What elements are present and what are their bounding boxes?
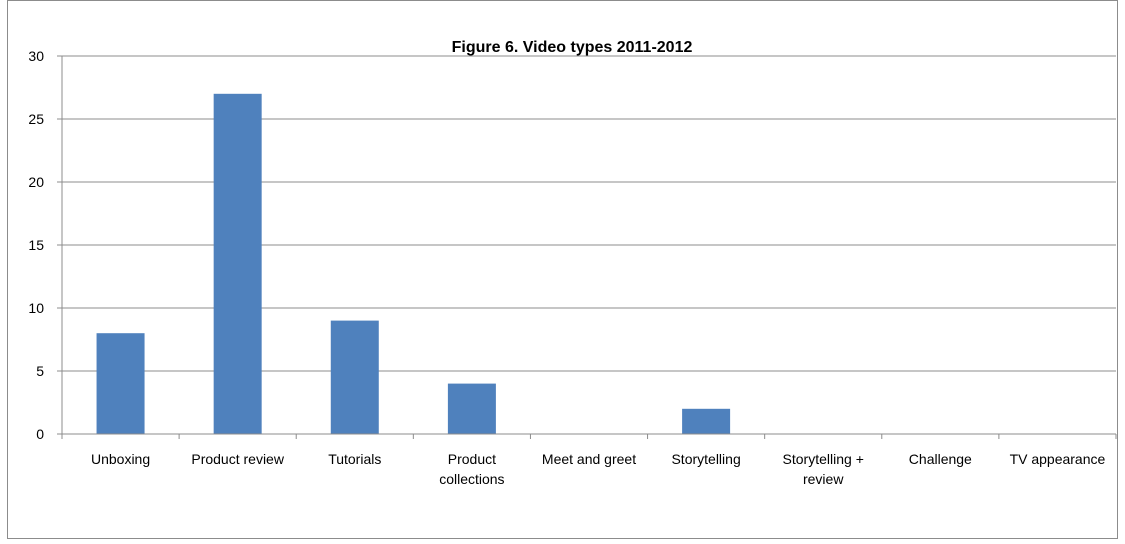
axes bbox=[57, 55, 1117, 439]
x-tick-label: Challenge bbox=[909, 451, 972, 467]
chart-title: Figure 6. Video types 2011-2012 bbox=[452, 39, 693, 56]
x-tick-label: Tutorials bbox=[328, 451, 381, 467]
bars bbox=[96, 93, 731, 435]
y-tick-label: 10 bbox=[28, 300, 44, 316]
y-tick-label: 25 bbox=[28, 111, 44, 127]
x-tick-labels: Unboxing Product review Tutorials Product co… bbox=[91, 451, 1106, 487]
y-tick-label: 5 bbox=[36, 363, 44, 379]
x-tick-label: Unboxing bbox=[91, 451, 150, 467]
x-tick-label: collections bbox=[439, 471, 504, 487]
x-tick-label: TV appearance bbox=[1010, 451, 1106, 467]
x-tick-label: Product review bbox=[191, 451, 284, 467]
y-tick-labels: 0 5 10 15 20 25 30 bbox=[28, 48, 44, 442]
x-tick-label: Meet and greet bbox=[542, 451, 636, 467]
x-tick-label: Product bbox=[448, 451, 496, 467]
bar-storytelling bbox=[682, 408, 731, 434]
bar-unboxing bbox=[96, 333, 145, 434]
y-tick-label: 0 bbox=[36, 426, 44, 442]
y-tick-label: 30 bbox=[28, 48, 44, 64]
x-tick-label: Storytelling bbox=[671, 451, 740, 467]
y-tick-label: 15 bbox=[28, 237, 44, 253]
x-tick-label: Storytelling + bbox=[783, 451, 864, 467]
y-tick-label: 20 bbox=[28, 174, 44, 190]
bar-product-collections bbox=[447, 383, 496, 434]
bar-product-review bbox=[213, 93, 262, 435]
bar-tutorials bbox=[330, 320, 379, 434]
x-tick-label: review bbox=[803, 471, 844, 487]
